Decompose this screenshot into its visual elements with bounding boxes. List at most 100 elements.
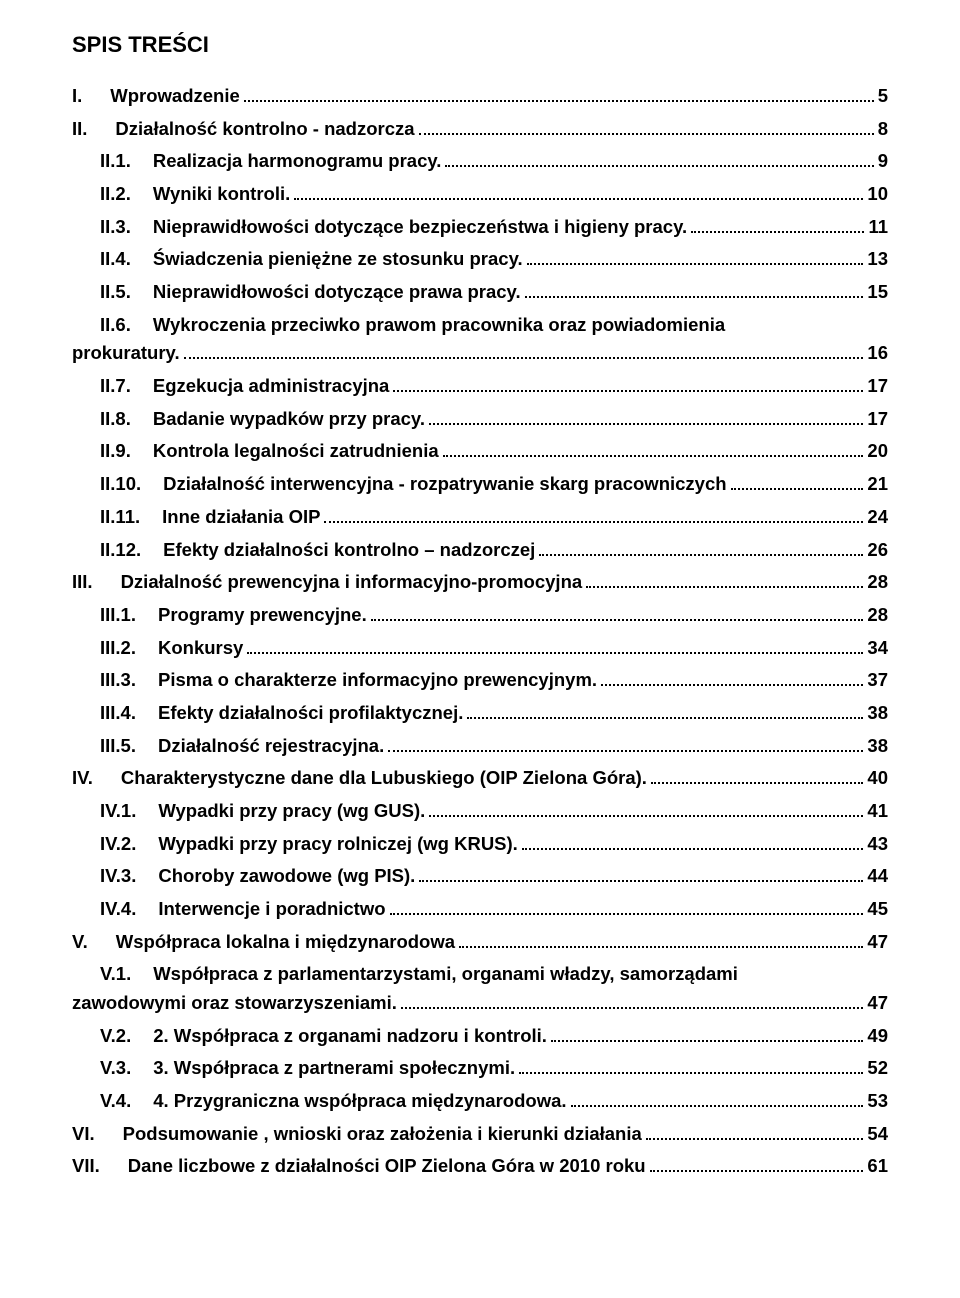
toc-entry-text: 4. Przygraniczna współpraca międzynarodo… — [153, 1087, 566, 1116]
toc-entry-number: IV. — [72, 764, 93, 793]
toc-entry-page: 37 — [867, 666, 888, 695]
dot-leader — [731, 472, 864, 491]
toc-entry: II.1.Realizacja harmonogramu pracy.9 — [100, 145, 888, 178]
dot-leader — [390, 896, 864, 915]
toc-entry-number: V.2. — [100, 1022, 131, 1051]
toc-entry: V.2.2. Współpraca z organami nadzoru i k… — [100, 1020, 888, 1053]
dot-leader — [294, 181, 863, 200]
toc-entry-text: Badanie wypadków przy pracy. — [153, 405, 425, 434]
toc-entry: IV.2. Wypadki przy pracy rolniczej (wg KR… — [100, 828, 888, 861]
toc-entry-text-cont: prokuratury. — [72, 339, 180, 368]
toc-entry-text: Nieprawidłowości dotyczące prawa pracy. — [153, 278, 521, 307]
toc-entry-page: 54 — [867, 1120, 888, 1149]
toc-title: SPIS TREŚCI — [72, 28, 888, 62]
dot-leader — [646, 1121, 864, 1140]
dot-leader — [443, 439, 864, 458]
dot-leader — [586, 570, 863, 589]
dot-leader — [324, 504, 863, 523]
dot-leader — [691, 214, 864, 233]
toc-entry-page: 28 — [867, 601, 888, 630]
toc-entry-text: Działalność interwencyjna - rozpatrywani… — [163, 470, 726, 499]
toc-entry-number: I. — [72, 82, 82, 111]
toc-entry-number: III.4. — [100, 699, 136, 728]
toc-entry-number: IV.3. — [100, 862, 136, 891]
toc-entry: II.9. Kontrola legalności zatrudnienia 20 — [100, 435, 888, 468]
toc-entry: II.10. Działalność interwencyjna - rozpat… — [100, 468, 888, 501]
toc-entry-text: 3. Współpraca z partnerami społecznymi. — [153, 1054, 515, 1083]
toc-entry-text: Nieprawidłowości dotyczące bezpieczeństw… — [153, 213, 687, 242]
dot-leader — [651, 766, 863, 785]
toc-entry-text: Efekty działalności kontrolno – nadzorcz… — [163, 536, 535, 565]
toc-entry: III.5.Działalność rejestracyjna.38 — [100, 730, 888, 763]
toc-entry-number: III.3. — [100, 666, 136, 695]
dot-leader — [419, 864, 863, 883]
toc-entry-page: 11 — [868, 213, 888, 242]
toc-entry-page: 61 — [867, 1152, 888, 1181]
toc-entry-text: Choroby zawodowe (wg PIS). — [158, 862, 415, 891]
dot-leader — [445, 149, 873, 168]
toc-entry-page: 21 — [867, 470, 888, 499]
toc-entry: IV.4.Interwencje i poradnictwo45 — [100, 893, 888, 926]
toc-entry-page: 28 — [867, 568, 888, 597]
dot-leader — [601, 668, 863, 687]
toc-entry-text: Wykroczenia przeciwko prawom pracownika … — [153, 311, 725, 340]
dot-leader — [429, 798, 863, 817]
toc-entry-text: Kontrola legalności zatrudnienia — [153, 437, 439, 466]
toc-entry-number: II.6. — [100, 311, 131, 340]
toc-entry-text: Podsumowanie , wnioski oraz założenia i … — [123, 1120, 642, 1149]
toc-entry: IV.1. Wypadki przy pracy (wg GUS). 41 — [100, 795, 888, 828]
toc-entry-number: II.12. — [100, 536, 141, 565]
toc-entry-text-cont: zawodowymi oraz stowarzyszeniami. — [72, 989, 397, 1018]
toc-entry-number: II.2. — [100, 180, 131, 209]
toc-entry-page: 38 — [867, 732, 888, 761]
toc-entry-number: V.1. — [100, 960, 131, 989]
toc-entry: II.8.Badanie wypadków przy pracy.17 — [100, 403, 888, 436]
toc-entry: II.5. Nieprawidłowości dotyczące prawa pr… — [100, 276, 888, 309]
toc-entry: V.Współpraca lokalna i międzynarodowa47 — [72, 926, 888, 959]
toc-entry-text: Realizacja harmonogramu pracy. — [153, 147, 442, 176]
toc-entry-text: Wyniki kontroli. — [153, 180, 290, 209]
toc-entry: III.2.Konkursy34 — [100, 632, 888, 665]
dot-leader — [539, 537, 863, 556]
toc-entry-page: 38 — [867, 699, 888, 728]
toc-list: I.Wprowadzenie5II.Działalność kontrolno … — [72, 80, 888, 1183]
toc-entry-number: IV.2. — [100, 830, 136, 859]
toc-entry: V.4.4. Przygraniczna współpraca międzyna… — [100, 1085, 888, 1118]
toc-entry-page: 10 — [867, 180, 888, 209]
toc-entry-number: IV.1. — [100, 797, 136, 826]
toc-entry: II.7.Egzekucja administracyjna17 — [100, 370, 888, 403]
toc-entry: III.Działalność prewencyjna i informacyj… — [72, 566, 888, 599]
dot-leader — [459, 929, 863, 948]
toc-entry-text: Wypadki przy pracy (wg GUS). — [158, 797, 425, 826]
toc-entry: II.12. Efekty działalności kontrolno – na… — [100, 534, 888, 567]
toc-entry-number: III.5. — [100, 732, 136, 761]
dot-leader — [393, 374, 863, 393]
toc-entry: III.4.Efekty działalności profilaktyczne… — [100, 697, 888, 730]
dot-leader — [525, 279, 864, 298]
toc-entry: II.11.Inne działania OIP24 — [100, 501, 888, 534]
toc-entry-number: II.8. — [100, 405, 131, 434]
dot-leader — [467, 700, 863, 719]
toc-entry-number: II. — [72, 115, 87, 144]
toc-entry-page: 43 — [867, 830, 888, 859]
dot-leader — [551, 1023, 864, 1042]
toc-entry-text: Konkursy — [158, 634, 243, 663]
toc-entry-text: Interwencje i poradnictwo — [158, 895, 385, 924]
toc-entry-page: 8 — [878, 115, 888, 144]
toc-entry: II.6. Wykroczenia przeciwko prawom pracow… — [100, 309, 888, 370]
toc-entry-number: II.5. — [100, 278, 131, 307]
toc-entry-text: Wypadki przy pracy rolniczej (wg KRUS). — [158, 830, 517, 859]
toc-entry-page: 44 — [867, 862, 888, 891]
toc-entry-number: II.9. — [100, 437, 131, 466]
toc-entry-page: 47 — [867, 928, 888, 957]
dot-leader — [244, 83, 874, 102]
dot-leader — [429, 406, 863, 425]
toc-entry-number: II.10. — [100, 470, 141, 499]
toc-entry-page: 20 — [867, 437, 888, 466]
toc-entry-page: 17 — [867, 372, 888, 401]
dot-leader — [371, 602, 864, 621]
toc-entry-number: IV.4. — [100, 895, 136, 924]
dot-leader — [527, 247, 864, 266]
toc-entry-page: 41 — [867, 797, 888, 826]
toc-entry-page: 52 — [867, 1054, 888, 1083]
